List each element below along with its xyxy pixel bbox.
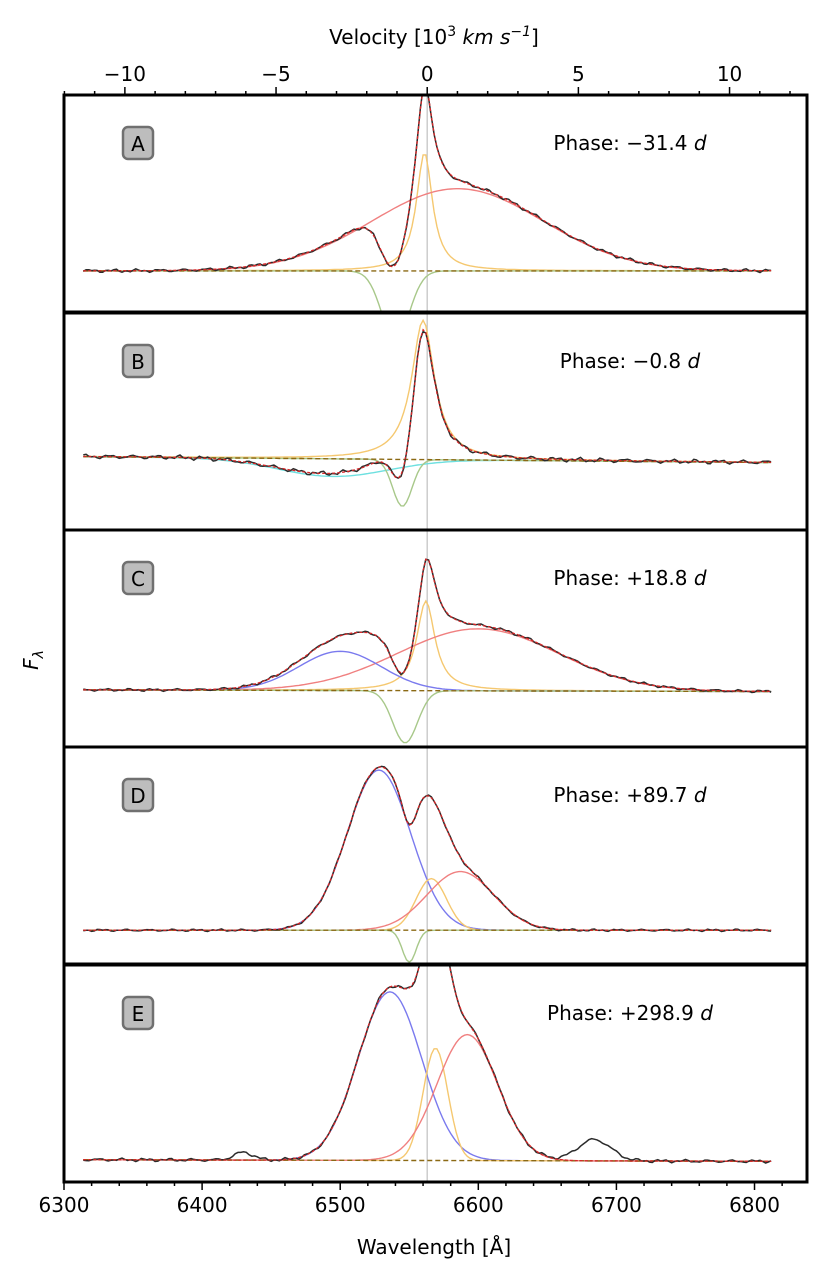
panel-frame (62, 963, 809, 1184)
phase-unit: d (694, 566, 707, 590)
x-tick-label: 6300 (39, 1193, 90, 1217)
phase-label: Phase: −31.4 d (553, 131, 706, 155)
phase-value: Phase: +298.9 (547, 1001, 700, 1025)
panel-badge: B (121, 343, 155, 379)
v-tick-label: −5 (261, 62, 290, 86)
velocity-title-sup1: 3 (447, 24, 456, 40)
velocity-axis-title: Velocity [103 km s−1] (329, 24, 539, 49)
panel-a: A Phase: −31.4 d (62, 93, 809, 314)
continuum-line (83, 689, 772, 693)
panel-e: E Phase: +298.9 d (62, 963, 809, 1184)
total-fit-line (83, 766, 772, 931)
phase-unit: d (694, 131, 707, 155)
x-tick-label: 6700 (591, 1193, 642, 1217)
panel-c: C Phase: +18.8 d (62, 528, 809, 749)
velocity-title-suffix: ] (531, 25, 539, 49)
phase-value: Phase: −0.8 (560, 349, 688, 373)
panel-background (64, 747, 807, 964)
velocity-title-mid: km s (456, 25, 510, 49)
panel-background (64, 313, 807, 530)
x-tick-label: 6500 (315, 1193, 366, 1217)
badge-box (121, 560, 155, 596)
badge-box (121, 125, 155, 161)
panel-plot-area (83, 530, 772, 747)
total-fit-line (83, 328, 772, 479)
v-tick-label: 10 (717, 62, 742, 86)
badge-box (121, 343, 155, 379)
badge-label: E (132, 1002, 145, 1026)
phase-value: Phase: +18.8 (553, 566, 693, 590)
phase-value: Phase: −31.4 (553, 131, 693, 155)
panel-d: D Phase: +89.7 d (62, 745, 809, 966)
badge-label: A (131, 132, 145, 156)
panel-badge: A (121, 125, 155, 161)
v-tick-label: 0 (421, 62, 434, 86)
badge-label: B (131, 350, 145, 374)
total-fit-line (83, 965, 772, 1162)
x-tick-label: 6800 (729, 1193, 780, 1217)
total-fit-line (83, 95, 772, 272)
flux-axis-title: Fλ (19, 650, 47, 670)
phase-label: Phase: −0.8 d (560, 349, 701, 373)
panel-background (64, 95, 807, 312)
panel-badge: E (121, 995, 155, 1031)
panel-plot-area (83, 965, 772, 1182)
velocity-title-prefix: Velocity [10 (329, 25, 447, 49)
panel-badge: C (121, 560, 155, 596)
x-tick-label: 6400 (177, 1193, 228, 1217)
panel-b: B Phase: −0.8 d (62, 311, 809, 532)
phase-label: Phase: +18.8 d (553, 566, 706, 590)
panel-background (64, 965, 807, 1182)
badge-label: D (130, 784, 145, 808)
observed-spectrum-line (83, 965, 772, 1164)
panels-group: A Phase: −31.4 d B Phase: −0.8 d C Phase: +18… (62, 93, 809, 1184)
flux-title-sub: λ (31, 650, 47, 659)
velocity-title-sup2: −1 (510, 24, 531, 40)
axis-ticks-group: 6300 6400 6500 6600 6700 6800 −10 −5 0 5 10 (39, 62, 791, 1217)
x-tick-label: 6600 (453, 1193, 504, 1217)
phase-label: Phase: +298.9 d (547, 1001, 713, 1025)
phase-label: Phase: +89.7 d (553, 783, 706, 807)
flux-title-main: F (19, 658, 43, 670)
v-tick-label: 5 (572, 62, 585, 86)
panel-plot-area (83, 747, 772, 964)
badge-box (121, 995, 155, 1031)
panel-badge: D (121, 777, 155, 813)
phase-unit: d (700, 1001, 713, 1025)
total-fit-line (83, 558, 772, 693)
phase-unit: d (694, 783, 707, 807)
panel-plot-area (82, 95, 772, 312)
wavelength-axis-title: Wavelength [Å] (357, 1235, 511, 1259)
badge-box (121, 777, 155, 813)
phase-value: Phase: +89.7 (553, 783, 693, 807)
v-tick-label: −10 (104, 62, 146, 86)
panel-plot-area (83, 313, 772, 530)
badge-label: C (131, 567, 145, 591)
phase-unit: d (688, 349, 701, 373)
